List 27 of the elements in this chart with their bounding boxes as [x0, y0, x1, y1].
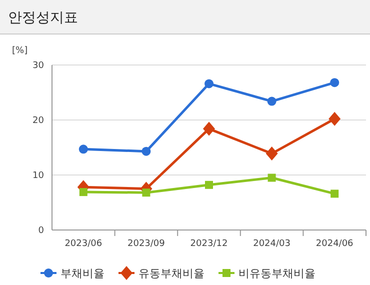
point	[330, 78, 340, 88]
point	[267, 96, 276, 106]
legend-label: 비유동부채비율	[238, 266, 316, 280]
point	[78, 144, 88, 154]
x-tick-label: 2024/06	[316, 239, 354, 249]
point	[328, 112, 341, 126]
legend-label: 유동부채비율	[138, 266, 204, 280]
point	[142, 188, 150, 197]
chart-title: 안정성지표	[8, 10, 78, 26]
x-tick-label: 2023/12	[190, 239, 228, 249]
x-tick-label: 2023/09	[128, 239, 166, 249]
point	[203, 122, 215, 136]
y-tick-label: 10	[32, 171, 44, 182]
point	[142, 146, 151, 156]
point	[268, 174, 276, 182]
point	[205, 180, 213, 189]
legend-label: 부채비율	[60, 266, 104, 280]
point	[266, 146, 278, 161]
y-tick-label: 0	[38, 226, 44, 236]
x-tick-label: 2024/03	[253, 239, 290, 249]
y-tick-label: 30	[32, 61, 44, 72]
y-axis-title: [%]	[12, 46, 28, 56]
x-tick-label: 2023/06	[64, 239, 102, 249]
point	[79, 188, 88, 196]
y-tick-label: 20	[32, 116, 44, 126]
point	[330, 190, 339, 198]
point	[204, 79, 214, 88]
